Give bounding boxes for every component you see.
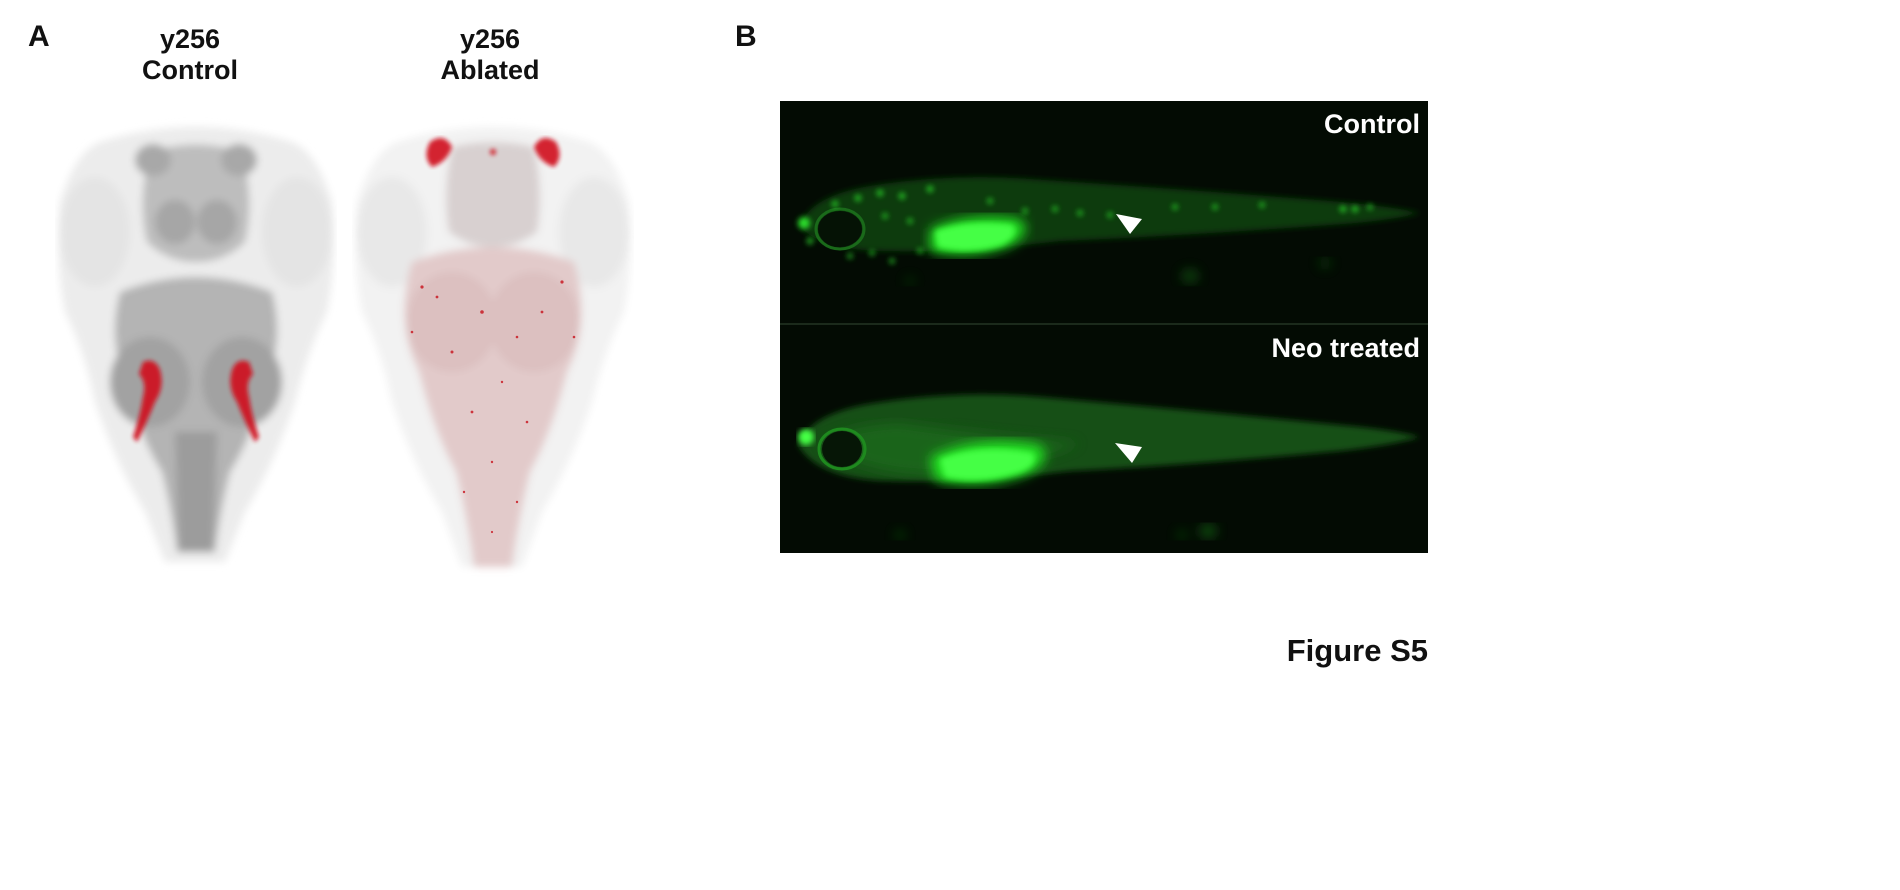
fish-label-control: Control <box>1324 109 1420 139</box>
fish-image-control: Control <box>780 101 1428 323</box>
brain-image-ablated <box>355 127 631 567</box>
fish-illustration-control <box>798 177 1420 284</box>
brain-label-line2: Control <box>142 55 238 85</box>
panel-letter-a: A <box>28 20 50 53</box>
fish-illustration-neo-treated <box>798 394 1420 539</box>
fish-image-neo-treated: Neo treated <box>780 325 1428 553</box>
brain-image-control <box>58 127 334 562</box>
image-divider <box>780 323 1428 325</box>
brain-label-line1: y256 <box>459 24 521 54</box>
fish-label-neo-treated: Neo treated <box>1271 333 1420 363</box>
brain-label-line2: Ablated <box>440 55 540 85</box>
brain-label-ablated: y256 Ablated <box>360 24 620 86</box>
fish-image-panel: Control Neo treated <box>780 101 1428 553</box>
figure-caption: Figure S5 <box>1286 633 1428 668</box>
brain-label-control: y256 Control <box>60 24 320 86</box>
panel-letter-b: B <box>735 20 757 53</box>
brain-label-line1: y256 <box>159 24 221 54</box>
